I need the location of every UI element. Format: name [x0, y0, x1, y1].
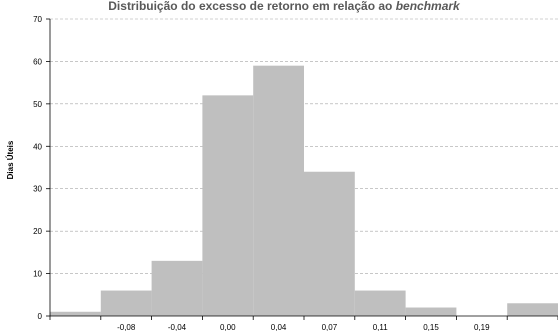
x-tick-label: 0,04: [271, 323, 287, 332]
x-tick-label: 0,11: [373, 323, 389, 332]
y-axis-label: Dias Úteis: [6, 140, 15, 179]
y-tick-labels: 0 10 20 30 40 50 60 70: [33, 15, 42, 321]
histogram-bar: [50, 311, 101, 316]
chart-title-italic: benchmark: [396, 0, 461, 13]
y-tick-label: 40: [33, 142, 42, 151]
x-tick-label: 0,07: [322, 323, 338, 332]
histogram-bar: [507, 303, 558, 316]
y-tick-label: 10: [33, 270, 42, 279]
bars: [50, 65, 558, 317]
x-tick-label: -0,08: [117, 323, 136, 332]
chart-title-prefix: Distribuição do excesso de retorno em re…: [108, 0, 395, 13]
histogram-bar: [405, 307, 457, 316]
axes: [46, 18, 558, 320]
y-tick-label: 20: [33, 227, 42, 236]
x-tick-labels: -0,08 -0,04 0,00 0,04 0,07 0,11 0,15 0,19: [117, 323, 490, 332]
x-tick-label: 0,15: [423, 323, 439, 332]
y-tick-label: 50: [33, 100, 42, 109]
histogram-bar: [100, 290, 152, 316]
chart-title: Distribuição do excesso de retorno em re…: [108, 0, 461, 13]
histogram-bar: [253, 65, 304, 317]
histogram-bar: [151, 260, 203, 316]
y-tick-label: 30: [33, 185, 42, 194]
histogram-bar: [354, 290, 406, 316]
histogram-bar: [304, 171, 355, 316]
y-tick-label: 0: [38, 312, 43, 321]
x-tick-label: 0,00: [220, 323, 236, 332]
x-tick-label: 0,19: [474, 323, 490, 332]
y-tick-label: 60: [33, 57, 42, 66]
x-tick-label: -0,04: [168, 323, 187, 332]
y-tick-label: 70: [33, 15, 42, 24]
histogram-bar: [202, 95, 254, 316]
